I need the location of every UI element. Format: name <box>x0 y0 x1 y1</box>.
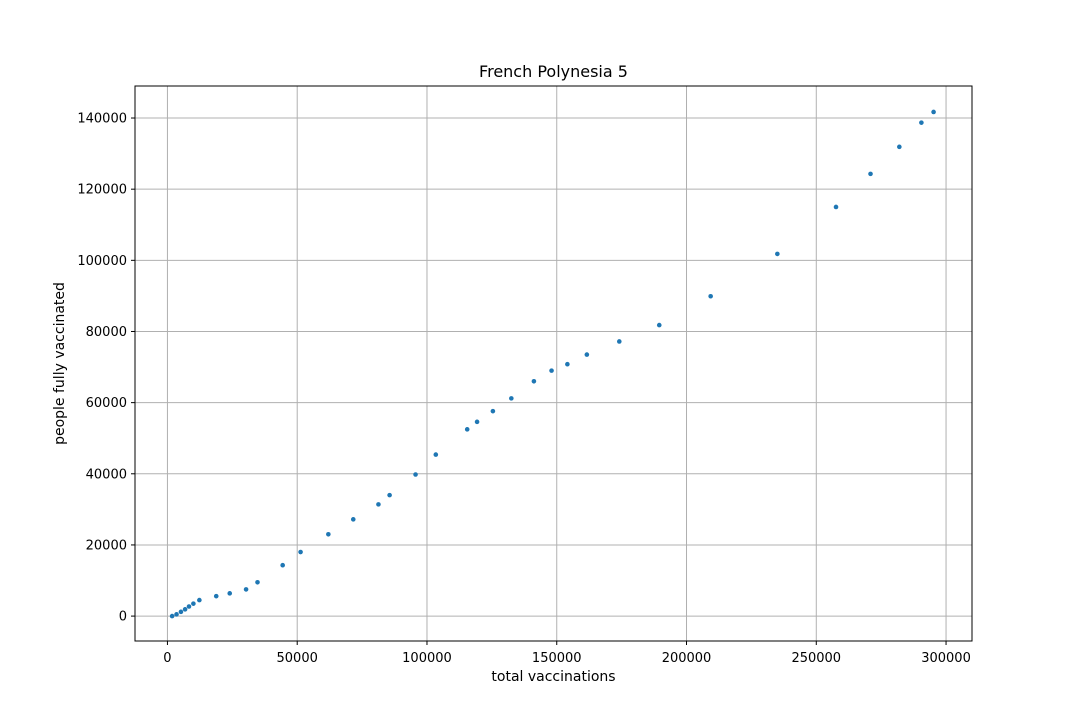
data-point <box>708 293 713 299</box>
data-point <box>464 427 470 432</box>
data-point <box>326 531 331 537</box>
data-point <box>255 579 260 585</box>
x-tick-label: 100000 <box>402 651 452 666</box>
y-tick-label: 100000 <box>77 254 127 269</box>
data-point <box>227 591 233 596</box>
y-tick-label: 80000 <box>86 325 127 340</box>
chart-title: French Polynesia 5 <box>479 62 628 81</box>
data-point <box>243 587 249 592</box>
x-axis-label: total vaccinations <box>491 669 615 685</box>
data-point <box>413 472 418 477</box>
data-point <box>931 109 936 115</box>
data-point <box>584 352 590 357</box>
data-point <box>549 368 554 373</box>
data-points <box>169 109 936 619</box>
data-point <box>174 612 179 617</box>
data-point <box>298 549 303 555</box>
x-tick-label: 150000 <box>532 651 582 666</box>
data-point <box>616 339 622 344</box>
y-axis-ticks: 0 20000 40000 60000 80000 100000 120000 140000 <box>77 112 135 625</box>
y-tick-label: 20000 <box>86 538 127 553</box>
y-axis-label: people fully vaccinated <box>52 282 68 445</box>
data-point <box>169 613 175 619</box>
data-point <box>656 322 662 328</box>
data-point <box>509 396 514 401</box>
x-tick-label: 50000 <box>277 651 318 666</box>
data-point <box>350 517 356 522</box>
data-point <box>919 120 924 125</box>
data-point <box>191 601 196 606</box>
plot-frame <box>134 85 973 642</box>
x-tick-label: 200000 <box>662 651 712 666</box>
y-tick-label: 120000 <box>77 183 127 198</box>
data-point <box>775 251 780 257</box>
y-tick-label: 0 <box>119 610 127 625</box>
data-point <box>387 492 392 498</box>
data-point <box>433 452 439 457</box>
data-point <box>833 204 839 210</box>
x-tick-label: 300000 <box>921 651 971 666</box>
data-point <box>376 502 381 507</box>
y-tick-label: 140000 <box>77 112 127 127</box>
x-tick-label: 0 <box>163 651 171 666</box>
data-point <box>565 361 570 367</box>
x-axis-ticks: 0 50000 100000 150000 200000 250000 300000 <box>163 641 971 666</box>
data-point <box>474 419 480 425</box>
data-point <box>868 171 873 177</box>
data-point <box>280 562 285 568</box>
grid-lines <box>135 86 972 641</box>
data-point <box>490 408 496 414</box>
data-point <box>186 604 192 609</box>
data-point <box>182 607 188 612</box>
data-point <box>897 144 902 150</box>
data-point <box>178 609 184 615</box>
y-tick-label: 60000 <box>86 396 127 411</box>
y-tick-label: 40000 <box>86 467 127 482</box>
data-point <box>531 378 537 384</box>
x-tick-label: 250000 <box>791 651 841 666</box>
data-point <box>213 593 219 599</box>
data-point <box>197 597 202 603</box>
